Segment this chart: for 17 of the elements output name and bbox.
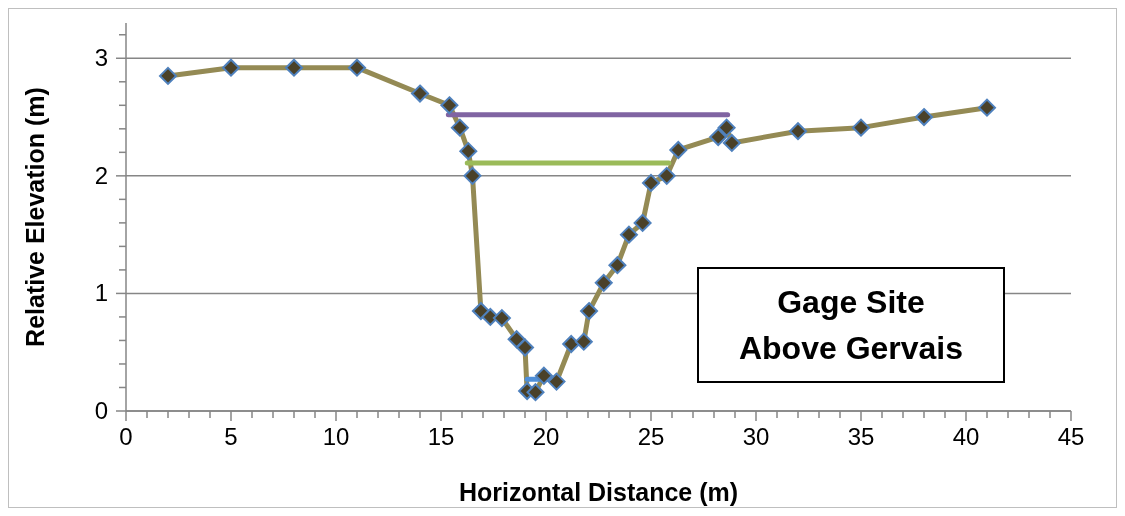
y-tick-label: 0 [94,397,108,424]
y-tick-label: 2 [94,161,108,189]
y-axis-title: Relative Elevation (m) [20,87,49,347]
x-tick-label: 45 [1057,423,1085,450]
x-tick-label: 15 [427,423,455,450]
x-tick-label: 10 [322,423,350,450]
x-tick-label: 25 [637,423,665,450]
x-tick-label: 30 [742,423,770,450]
annotation: Gage Site Above Gervais [697,267,1005,383]
x-axis-title: Horizontal Distance (m) [458,478,739,506]
x-tick-label: 0 [119,423,133,450]
x-tick-label: 20 [532,423,560,450]
y-tick-label: 1 [94,279,108,307]
x-tick-label: 5 [224,423,238,450]
x-tick-label: 35 [847,423,875,450]
x-tick-label: 40 [952,423,980,450]
y-tick-label: 3 [94,44,108,72]
